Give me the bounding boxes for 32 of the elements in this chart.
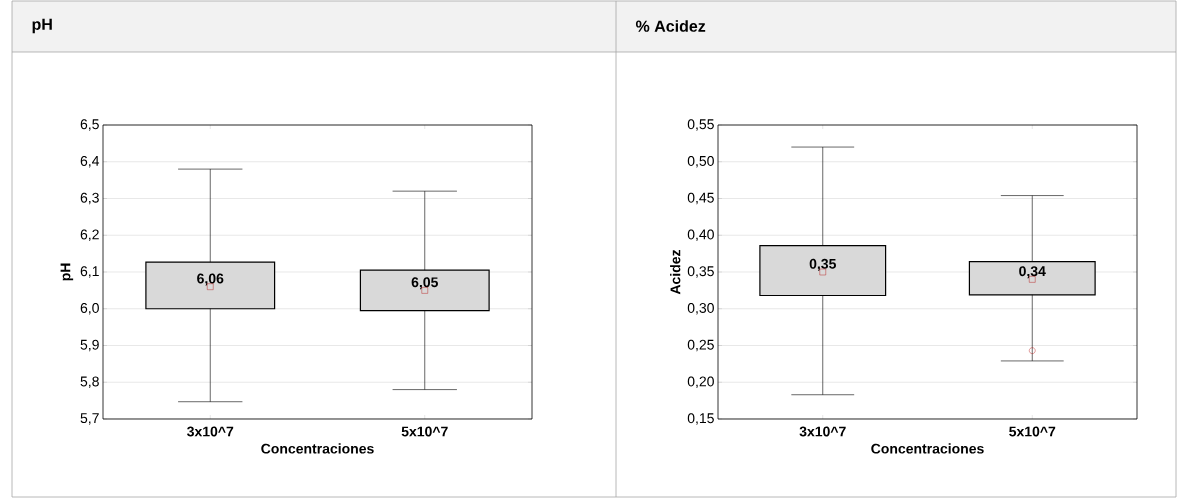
text: 0,35 bbox=[809, 258, 836, 271]
y-axis-title: pH bbox=[60, 263, 74, 281]
y-tick-label: 0,25 bbox=[687, 339, 714, 352]
x-tick-label: 3x10^7 bbox=[799, 426, 846, 437]
y-tick-label: 6,4 bbox=[80, 155, 100, 168]
text: 0,34 bbox=[1019, 266, 1046, 279]
y-tick-label: 0,30 bbox=[687, 302, 714, 315]
y-tick-label: 6,3 bbox=[80, 192, 99, 205]
y-tick-label: 0,50 bbox=[687, 155, 714, 168]
text: 6,05 bbox=[411, 277, 438, 290]
y-tick-label: 6,0 bbox=[80, 302, 99, 315]
x-axis-title: Concentraciones bbox=[261, 443, 374, 454]
y-tick-label: 6,1 bbox=[80, 266, 99, 278]
y-tick-label: 6,2 bbox=[80, 229, 99, 242]
x-tick-label: 5x10^7 bbox=[1009, 426, 1056, 437]
y-tick-label: 0,20 bbox=[687, 376, 714, 389]
y-tick-label: 5,9 bbox=[80, 339, 99, 352]
chart-title: pH bbox=[32, 18, 52, 34]
x-tick-label: 5x10^7 bbox=[401, 426, 448, 437]
y-tick-label: 5,8 bbox=[80, 376, 99, 389]
y-tick-label: 6,5 bbox=[80, 119, 99, 131]
y-tick-label: 0,40 bbox=[687, 229, 714, 242]
text: 6,06 bbox=[197, 273, 224, 286]
y-axis-title: Acidez bbox=[670, 249, 681, 295]
y-tick-label: 0,15 bbox=[687, 413, 714, 425]
y-tick-label: 0,55 bbox=[687, 119, 714, 131]
y-tick-label: 5,7 bbox=[80, 413, 99, 425]
x-tick-label: 3x10^7 bbox=[187, 426, 234, 437]
chart-title: % Acidez bbox=[635, 20, 706, 32]
y-tick-label: 0,35 bbox=[687, 266, 714, 278]
y-tick-label: 0,45 bbox=[687, 192, 714, 205]
x-axis-title: Concentraciones bbox=[871, 443, 984, 454]
